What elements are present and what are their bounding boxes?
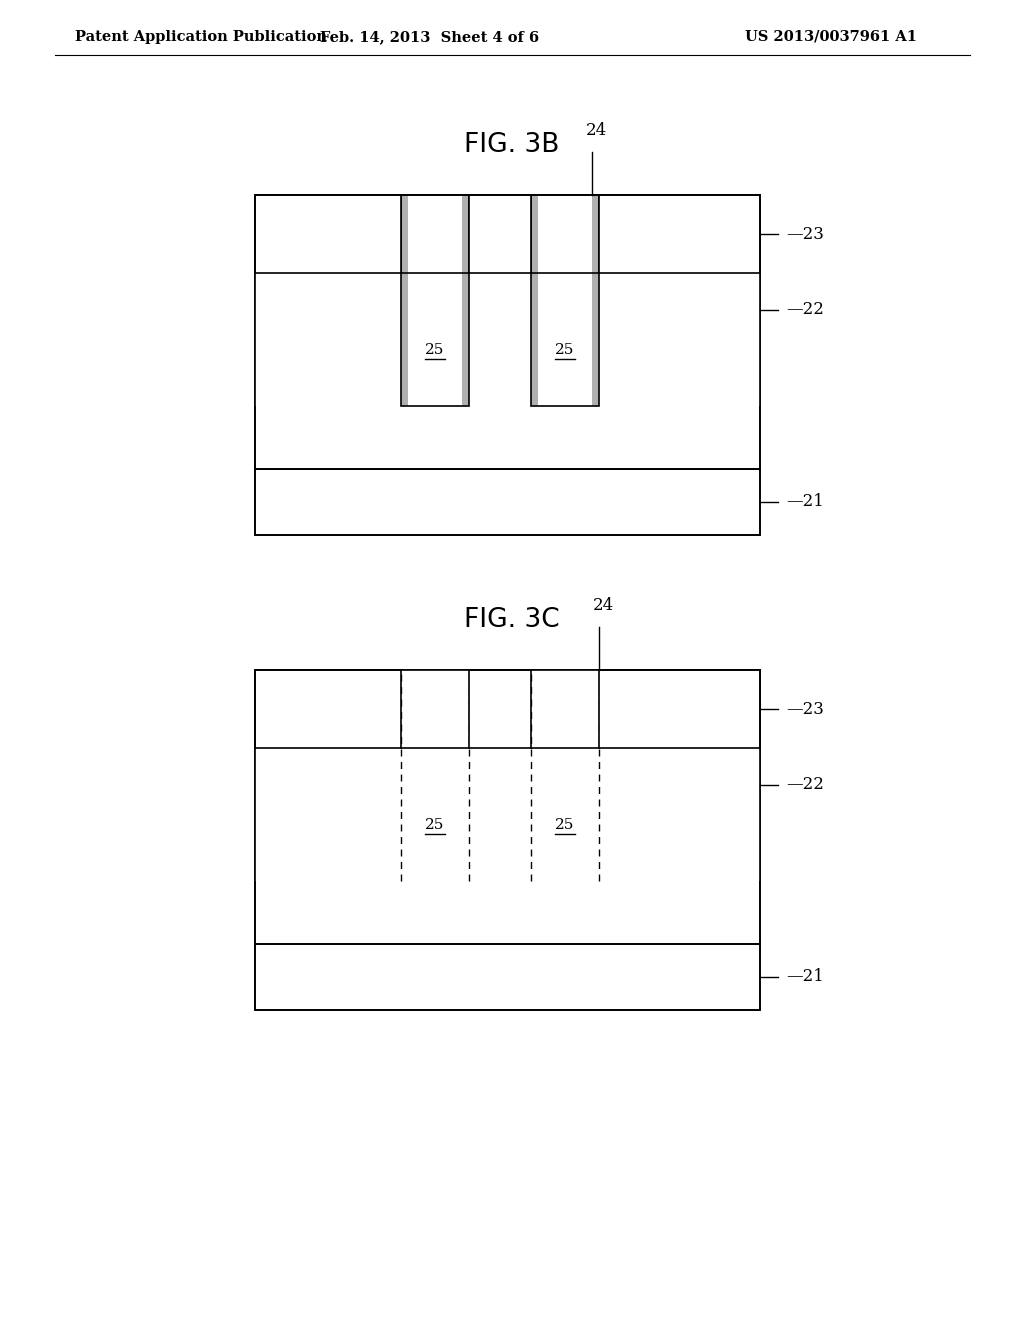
Text: 24: 24	[593, 597, 614, 614]
Bar	[598, 195, 760, 273]
Text: —21: —21	[786, 494, 824, 511]
Bar	[592, 195, 598, 405]
Text: —23: —23	[786, 226, 824, 243]
Bar	[255, 195, 760, 469]
Text: —21: —21	[786, 969, 824, 985]
Bar	[255, 195, 400, 273]
Bar	[255, 671, 760, 944]
Bar	[530, 671, 598, 880]
Bar	[255, 944, 760, 1010]
Bar	[255, 195, 760, 535]
Bar	[462, 195, 469, 405]
Text: FIG. 3B: FIG. 3B	[464, 132, 560, 158]
Bar	[400, 195, 408, 405]
Bar	[598, 671, 760, 748]
Bar	[530, 195, 538, 405]
Text: 25: 25	[425, 343, 444, 356]
Text: —22: —22	[786, 776, 824, 793]
Text: Feb. 14, 2013  Sheet 4 of 6: Feb. 14, 2013 Sheet 4 of 6	[321, 30, 540, 44]
Bar	[400, 195, 469, 405]
Text: 24: 24	[586, 121, 607, 139]
Text: —22: —22	[786, 301, 824, 318]
Bar	[530, 195, 598, 405]
Bar	[255, 671, 400, 748]
Bar	[469, 195, 530, 273]
Bar	[469, 671, 530, 748]
Text: —23: —23	[786, 701, 824, 718]
Text: FIG. 3C: FIG. 3C	[464, 607, 560, 634]
Bar	[255, 195, 760, 405]
Bar	[255, 671, 760, 880]
Bar	[400, 195, 469, 405]
Bar	[255, 671, 760, 1010]
Text: 25: 25	[555, 343, 574, 356]
Text: 25: 25	[425, 818, 444, 832]
Bar	[255, 469, 760, 535]
Text: Patent Application Publication: Patent Application Publication	[75, 30, 327, 44]
Bar	[530, 195, 598, 405]
Bar	[400, 671, 469, 880]
Text: US 2013/0037961 A1: US 2013/0037961 A1	[745, 30, 918, 44]
Text: 25: 25	[555, 818, 574, 832]
